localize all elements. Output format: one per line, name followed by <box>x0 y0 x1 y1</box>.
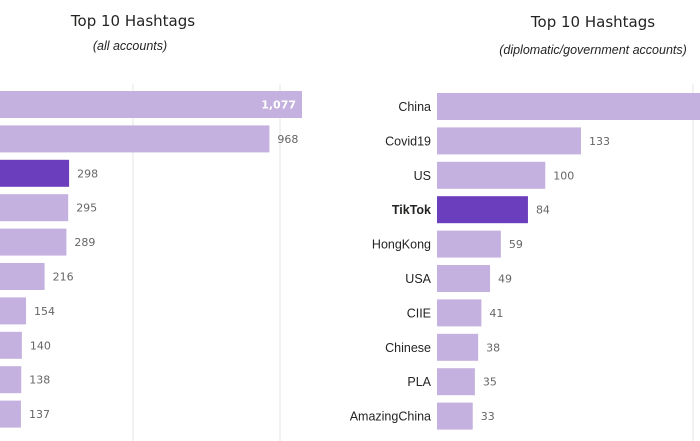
category-label: PLA <box>407 375 431 389</box>
bar-row-10 <box>0 400 21 428</box>
value-label: 137 <box>29 408 50 421</box>
value-label: 1,077 <box>261 99 296 112</box>
chart-subtitle-right: (diplomatic/government accounts) <box>499 43 687 57</box>
bar-row-6 <box>0 263 45 290</box>
value-label: 289 <box>74 236 95 249</box>
bar-ciie <box>437 299 482 327</box>
chart-all-accounts: Top 10 Hashtags (all accounts) 1,077 968 2… <box>0 12 302 441</box>
bar-row-2 <box>0 125 270 153</box>
chart-title-left: Top 10 Hashtags <box>70 12 195 30</box>
bar-row-3 <box>0 159 70 187</box>
value-label: 100 <box>553 169 574 182</box>
category-label: Chinese <box>385 341 431 355</box>
bar-pla <box>437 368 475 396</box>
category-label: USA <box>405 272 431 286</box>
category-label: US <box>414 169 431 183</box>
category-label: TikTok <box>392 203 431 217</box>
value-label: 298 <box>77 167 98 180</box>
value-label: 216 <box>53 271 74 284</box>
value-label: 84 <box>536 204 550 217</box>
bar-row-7 <box>0 297 27 325</box>
bar-row-8 <box>0 331 22 359</box>
category-label: CIIE <box>407 306 431 320</box>
chart-subtitle-left: (all accounts) <box>93 39 167 53</box>
category-label: AmazingChina <box>350 410 431 424</box>
value-label: 38 <box>486 341 500 354</box>
bar-row-9 <box>0 366 22 394</box>
value-label: 59 <box>509 238 523 251</box>
bars-right: China Covid19 133 US 100 TikTok 84 HongKong 59 US… <box>350 93 700 430</box>
value-label: 133 <box>589 135 610 148</box>
bar-hongkong <box>437 230 501 258</box>
value-label: 154 <box>34 305 55 318</box>
value-label: 295 <box>76 202 97 215</box>
value-label: 49 <box>498 273 512 286</box>
value-label: 968 <box>277 133 298 146</box>
bar-amazingchina <box>437 402 473 430</box>
bar-row-5 <box>0 228 67 256</box>
category-label: HongKong <box>372 238 431 252</box>
chart-diplomatic-accounts: Top 10 Hashtags (diplomatic/government a… <box>350 13 700 441</box>
bar-usa <box>437 265 491 292</box>
bar-china <box>437 93 700 120</box>
bar-row-1 <box>0 91 302 118</box>
value-label: 140 <box>30 339 51 352</box>
bar-tiktok <box>437 196 528 224</box>
chart-title-right: Top 10 Hashtags <box>530 13 655 31</box>
value-label: 138 <box>29 374 50 387</box>
bar-chinese <box>437 333 479 361</box>
bar-us <box>437 161 546 189</box>
bars-left: 1,077 968 298 295 289 216 154 140 138 137 <box>0 91 302 428</box>
value-label: 41 <box>489 307 503 320</box>
category-label: China <box>398 100 431 114</box>
value-label: 35 <box>483 376 497 389</box>
bar-covid19 <box>437 127 581 155</box>
bar-row-4 <box>0 194 69 222</box>
category-label: Covid19 <box>385 134 431 148</box>
value-label: 33 <box>481 410 495 423</box>
